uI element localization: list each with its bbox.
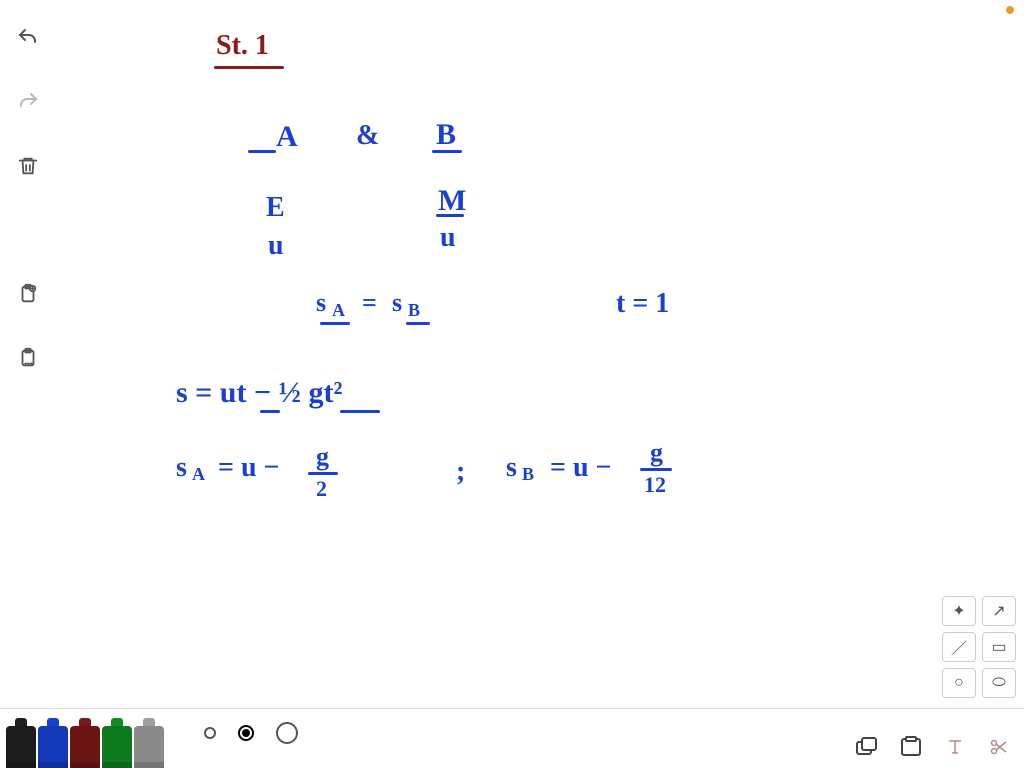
circle-tool[interactable]: ○ [942,668,976,698]
scissors-button[interactable] [984,734,1014,760]
stroke-size-2[interactable] [238,725,254,741]
line-tool[interactable]: ／ [942,632,976,662]
handwritten-text: E [266,192,285,224]
handwritten-text: = [362,288,377,318]
handwritten-text: A [332,300,345,321]
page-picker-button[interactable] [896,734,926,760]
title-text: St. 1 [216,30,269,62]
marker-tray [0,708,164,768]
marker-darkred[interactable] [70,726,100,768]
clipboard-add-button[interactable] [14,280,42,308]
marker-green[interactable] [102,726,132,768]
handwritten-text: s [506,452,517,484]
sparkle-tool[interactable]: ✦ [942,596,976,626]
delete-button[interactable] [14,152,42,180]
bottom-toolbar [0,708,1024,768]
underline-stroke [436,214,464,217]
underline-stroke [340,410,380,413]
duplicate-button[interactable] [852,734,882,760]
ellipse-tool[interactable]: ⬭ [982,668,1016,698]
marker-gray[interactable] [134,726,164,768]
undo-button[interactable] [14,24,42,52]
handwritten-text: 2 [316,476,327,502]
stroke-size-3[interactable] [276,722,298,744]
handwritten-text: u [440,222,456,254]
underline-stroke [308,472,338,475]
handwritten-text: t = 1 [616,288,669,320]
underline-stroke [406,322,430,325]
stroke-width-picker [204,708,298,768]
handwritten-text: & [356,120,379,152]
marker-black[interactable] [6,726,36,768]
underline-stroke [320,322,350,325]
left-toolbar [0,0,56,700]
redo-button[interactable] [14,88,42,116]
title-underline [214,66,284,69]
handwritten-text: = u − [218,452,279,484]
handwritten-text: B [436,118,456,152]
handwritten-text: ; [456,456,465,488]
stroke-size-1[interactable] [204,727,216,739]
underline-stroke [260,410,280,413]
underline-stroke [248,150,276,153]
underline-stroke [640,468,672,471]
underline-stroke [432,150,462,153]
handwritten-text: A [192,464,205,485]
handwritten-text: s [176,452,187,484]
rect-tool[interactable]: ▭ [982,632,1016,662]
handwritten-text: 12 [644,472,666,498]
whiteboard-app: { "colors": { "ink_title": "#8d1a1a", "i… [0,0,1024,768]
handwritten-text: g [316,442,329,472]
handwritten-text: g [650,438,663,468]
bottom-right-controls [852,734,1014,760]
clipboard-more-button[interactable] [14,344,42,372]
handwritten-text: s [316,288,326,318]
handwritten-text: u [268,230,284,262]
handwritten-text: B [408,300,420,321]
shape-tool-palette: ✦↗／▭○⬭ [942,596,1016,698]
handwritten-text: B [522,464,534,485]
arrow-tool[interactable]: ↗ [982,596,1016,626]
handwritten-text: A [276,120,298,154]
text-tool-button[interactable] [940,734,970,760]
handwritten-text: = u − [550,452,611,484]
handwritten-text: s = ut − ½ gt² [176,376,343,410]
marker-blue[interactable] [38,726,68,768]
handwritten-text: s [392,288,402,318]
handwritten-text: M [438,184,466,218]
whiteboard-canvas[interactable]: St. 1A&BEuMusA=sBt = 1s = ut − ½ gt²sA= … [56,0,1024,708]
